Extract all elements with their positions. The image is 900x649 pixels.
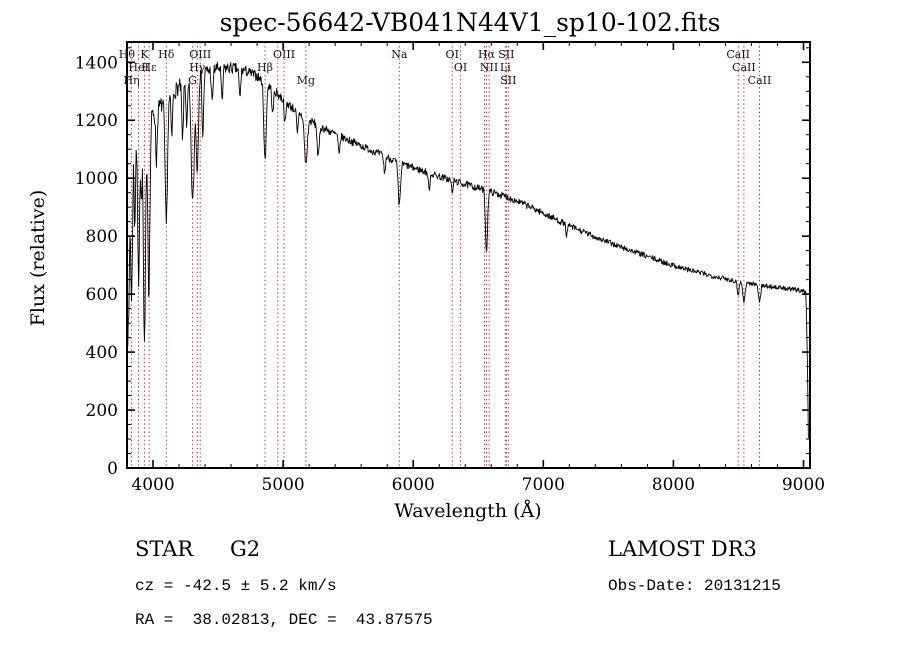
obsdate-text: Obs-Date: 20131215 [608, 577, 781, 595]
y-tick-label: 400 [86, 343, 118, 363]
spectral-line-label: OI [446, 48, 459, 61]
spectral-line-label: CaII [748, 74, 772, 87]
spectral-line-label: OIII [273, 48, 295, 61]
x-tick-label: 9000 [782, 475, 825, 495]
x-axis-label: Wavelength (Å) [394, 500, 541, 522]
spectral-line-label: Hδ [158, 48, 175, 61]
spectral-line-label: NII [480, 61, 498, 74]
y-tick-label: 1000 [75, 169, 118, 189]
y-tick-label: 1200 [75, 111, 118, 131]
spectral-line-label: Mg [297, 74, 315, 87]
spectral-line-label: Na [391, 48, 408, 61]
x-tick-label: 5000 [261, 475, 304, 495]
spectral-line-label: HeI [128, 61, 148, 74]
x-tick-label: 6000 [392, 475, 435, 495]
plot-frame [126, 41, 811, 469]
survey-label: LAMOST DR3 [608, 537, 757, 561]
spectral-line-label: OIII [189, 48, 211, 61]
spectral-line-label: Hγ [189, 61, 206, 74]
spectral-line-label: CaII [732, 61, 756, 74]
spectral-line-label: Hα [478, 48, 496, 61]
plot-area: 4000 5000 6000 7000 8000 9000 0 200 400 600 800 100… [75, 41, 825, 495]
cz-text: cz = -42.5 ± 5.2 km/s [135, 577, 337, 595]
spectral-line-label: SII [500, 74, 516, 87]
spectral-line-label: Li [500, 61, 511, 74]
spectral-line-label: OI [454, 61, 467, 74]
spectral-line-label: K [140, 48, 149, 61]
x-tick-label: 8000 [652, 475, 695, 495]
y-tick-label: 600 [86, 285, 118, 305]
spectral-line-label: Hε [141, 61, 157, 74]
spectral-line-label: Hθ [119, 48, 136, 61]
x-tick-label: 4000 [131, 475, 174, 495]
radec-text: RA = 38.02813, DEC = 43.87575 [135, 611, 433, 629]
spectral-line-label: Hη [123, 74, 139, 87]
spectral-line-label: SII [498, 48, 514, 61]
subclass-label: G2 [230, 537, 260, 561]
spectral-line-label: G [188, 74, 197, 87]
y-tick-label: 0 [107, 459, 118, 479]
spectrum-line [126, 61, 809, 439]
y-axis-label: Flux (relative) [27, 190, 49, 327]
y-tick-label: 1400 [75, 53, 118, 73]
spectral-line-label: CaII [726, 48, 750, 61]
spectral-line-label: Hβ [257, 61, 273, 74]
class-label: STAR [135, 537, 194, 561]
x-tick-label: 7000 [522, 475, 565, 495]
y-tick-label: 800 [86, 227, 118, 247]
plot-title: spec-56642-VB041N44V1_sp10-102.fits [220, 8, 721, 37]
y-tick-label: 200 [86, 401, 118, 421]
